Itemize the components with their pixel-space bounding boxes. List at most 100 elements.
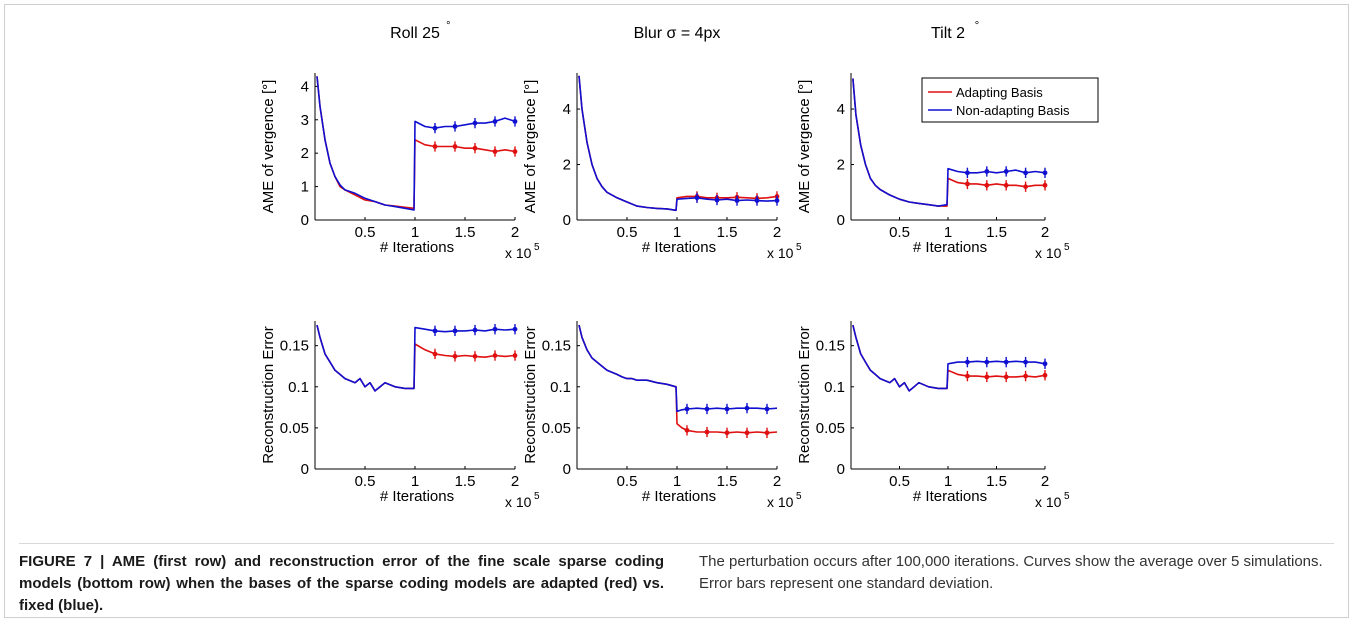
y-tick-label: 0	[301, 461, 309, 478]
data-point	[1023, 373, 1028, 379]
series-line-nonadapting	[578, 324, 778, 413]
series-line-nonadapting	[578, 75, 778, 212]
y-tick-label: 0.05	[542, 420, 571, 437]
data-point	[492, 149, 498, 154]
x-tick-label: 2	[773, 473, 781, 490]
y-tick-label: 0.1	[550, 379, 571, 396]
y-tick-label: 0	[837, 461, 845, 478]
x-tick-label: 1.5	[986, 224, 1007, 241]
chart-panel-5: 00.050.10.150.5 1 1.5 2# Iterations x 10 5Rec…	[522, 321, 802, 510]
x-axis-label: # Iterations	[642, 488, 716, 505]
data-point	[472, 353, 478, 359]
y-tick-label: 0	[837, 212, 845, 229]
x-tick-label: 0.5	[617, 224, 638, 241]
data-point	[492, 119, 498, 124]
x-tick-label: 2	[1041, 473, 1049, 490]
y-axis-label: AME of vergence [°]	[260, 80, 277, 214]
data-point	[984, 169, 990, 174]
data-point	[1003, 182, 1009, 188]
x-tick-label: 1	[673, 473, 681, 490]
data-point	[984, 182, 990, 188]
x-axis-label: # Iterations	[913, 239, 987, 256]
chart-panel-1: 0 1 2 3 4 0.5 1 1.5 2 # Iterations x 10 5 AME of ver…	[260, 20, 540, 261]
x-tick-label: 1.5	[717, 473, 738, 490]
x-axis-label: # Iterations	[380, 488, 454, 505]
data-point	[512, 149, 518, 154]
x-tick-label: 1.5	[717, 224, 738, 241]
x-axis-multiplier: x 10	[1035, 494, 1062, 510]
y-tick-label: 0.1	[824, 379, 845, 396]
data-point	[754, 198, 760, 203]
y-axis-label: AME of vergence [°]	[796, 80, 813, 214]
series-line-adapting	[852, 324, 1046, 392]
x-tick-label: 1	[673, 224, 681, 241]
data-point	[694, 195, 700, 201]
y-tick-label: 0.05	[816, 420, 845, 437]
y-tick-label: 0	[563, 461, 571, 478]
data-point	[1023, 184, 1028, 190]
legend: Adapting Basis Non-adapting Basis	[921, 77, 1099, 123]
x-axis-multiplier-exponent: 5	[1064, 242, 1070, 253]
data-point	[774, 198, 780, 203]
data-point	[452, 144, 458, 149]
data-point	[764, 430, 770, 436]
x-tick-label: 0.5	[355, 224, 376, 241]
data-point	[472, 145, 478, 151]
y-tick-label: 4	[563, 101, 571, 118]
data-point	[965, 373, 970, 379]
x-tick-label: 2	[511, 224, 519, 241]
x-axis-multiplier: x 10	[767, 494, 794, 510]
y-tick-label: 0.15	[816, 338, 845, 355]
x-axis-multiplier-exponent: 5	[796, 491, 802, 502]
y-tick-label: 2	[563, 157, 571, 174]
data-point	[684, 406, 690, 412]
data-point	[432, 144, 438, 149]
figure-caption-bold: FIGURE 7 | AME (first row) and reconstru…	[19, 553, 664, 614]
data-point	[452, 124, 458, 129]
chart-panel-4: 0 0.05 0.1 0.15 0.5 1 1.5 2 # Iterations x 10 5 Rec…	[260, 321, 540, 510]
x-axis-multiplier: x 10	[505, 245, 532, 261]
data-point	[472, 120, 478, 126]
chart-panel-6: 00.050.10.150.5 1 1.5 2# Iterations x 10 5Rec…	[796, 321, 1070, 510]
x-tick-label: 1.5	[986, 473, 1007, 490]
data-point	[684, 427, 690, 433]
x-tick-label: 0.5	[355, 473, 376, 490]
data-point	[724, 406, 730, 412]
data-point	[1042, 361, 1048, 367]
y-axis-label: AME of vergence [°]	[522, 80, 539, 214]
panel-title-superscript: °	[446, 20, 450, 32]
panel-title-superscript: °	[975, 20, 979, 32]
legend-box	[921, 77, 1099, 123]
series-line-adapting	[578, 324, 778, 434]
data-point	[704, 429, 710, 435]
data-point	[1042, 182, 1048, 188]
series-line-nonadapting	[316, 324, 516, 392]
y-tick-label: 4	[301, 78, 309, 95]
data-point	[492, 326, 498, 332]
data-point	[1003, 359, 1009, 365]
x-axis-multiplier: x 10	[767, 245, 794, 261]
caption-divider	[19, 543, 1334, 544]
y-tick-label: 0.15	[280, 338, 309, 355]
panel-title: Blur σ = 4px	[634, 25, 721, 42]
panel-title: Tilt 2	[931, 25, 965, 42]
figure-caption-text: The perturbation occurs after 100,000 it…	[699, 553, 1323, 592]
data-point	[764, 406, 770, 412]
x-tick-label: 1	[411, 224, 419, 241]
data-point	[744, 405, 750, 411]
series-line-adapting	[316, 324, 516, 392]
data-point	[984, 374, 990, 380]
y-tick-label: 1	[301, 179, 309, 196]
x-tick-label: 1.5	[455, 473, 476, 490]
panel-title: Roll 25	[390, 25, 440, 42]
data-point	[512, 119, 518, 124]
y-tick-label: 2	[837, 157, 845, 174]
x-tick-label: 1	[411, 473, 419, 490]
data-point	[452, 328, 458, 334]
figure-frame: 0 1 2 3 4 0.5 1 1.5 2 # Iterations x 10 5 AME of ver…	[4, 4, 1349, 618]
x-tick-label: 2	[773, 224, 781, 241]
data-point	[965, 359, 970, 365]
data-point	[714, 197, 720, 203]
legend-label: Adapting Basis	[956, 85, 1043, 100]
